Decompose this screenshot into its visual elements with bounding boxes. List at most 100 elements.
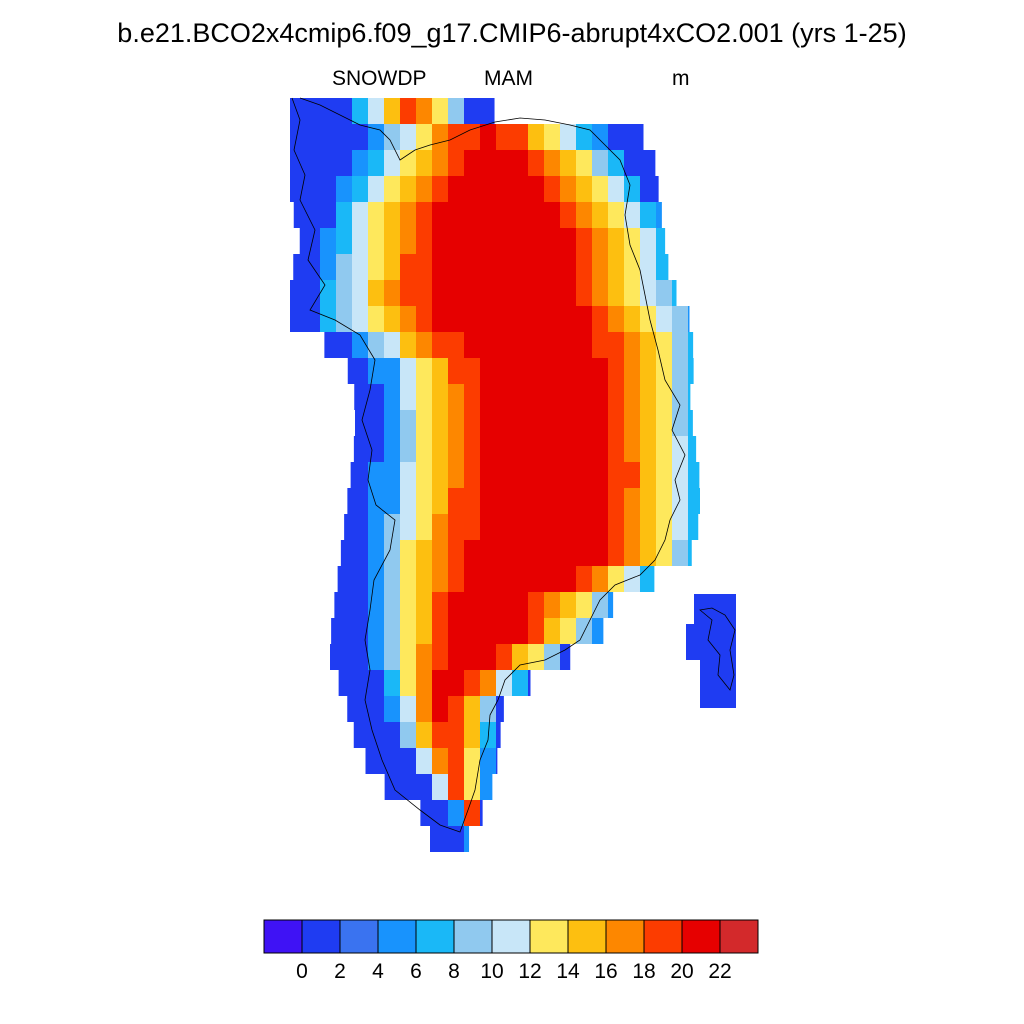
map-cell (336, 254, 352, 280)
map-cell (560, 332, 576, 358)
map-cell (672, 280, 677, 306)
map-cell (432, 358, 448, 384)
map-cell (416, 410, 432, 436)
map-cell (384, 618, 400, 644)
map-cell (344, 514, 352, 540)
map-cell (336, 618, 352, 644)
map-cell (384, 254, 400, 280)
map-cell (592, 280, 608, 306)
map-cell (464, 592, 480, 618)
map-cell (560, 280, 576, 306)
map-cell (496, 410, 512, 436)
map-cell (400, 722, 416, 748)
colorbar-box (643, 919, 683, 954)
map-cell (464, 384, 480, 410)
map-cell (672, 436, 688, 462)
map-cell (576, 592, 592, 618)
map-cell (432, 618, 448, 644)
map-cell (352, 696, 368, 722)
map-cell (608, 384, 624, 410)
map-cell (384, 540, 400, 566)
map-cell (365, 748, 368, 774)
map-cell (512, 358, 528, 384)
map-cell (368, 540, 384, 566)
map-cell (347, 488, 352, 514)
map-cell (480, 618, 496, 644)
map-cell (512, 384, 528, 410)
map-cell (512, 150, 528, 176)
map-cell (368, 696, 384, 722)
colorbar-box (491, 919, 531, 954)
map-cell (672, 384, 688, 410)
map-cell (480, 176, 496, 202)
map-cell (416, 670, 432, 696)
units-label: m (672, 67, 690, 90)
map-cell (352, 280, 368, 306)
map-cell (544, 540, 560, 566)
map-cell (368, 436, 384, 462)
map-cell (496, 566, 512, 592)
map-cell (544, 436, 560, 462)
map-cell (496, 124, 512, 150)
map-cell (592, 436, 608, 462)
map-cell (640, 514, 656, 540)
map-cell (464, 826, 470, 852)
map-cell (608, 124, 624, 150)
map-cell (464, 670, 480, 696)
map-cell (464, 540, 480, 566)
map-cell (512, 540, 528, 566)
map-cell (432, 436, 448, 462)
map-cell (528, 462, 544, 488)
map-cell (496, 540, 512, 566)
map-cell (293, 202, 304, 228)
map-cell (416, 332, 432, 358)
map-cell (304, 150, 320, 176)
map-cell (512, 618, 528, 644)
map-cell (416, 514, 432, 540)
map-cell (528, 618, 544, 644)
map-cell (560, 306, 576, 332)
map-cell (368, 150, 384, 176)
map-cell (336, 332, 352, 358)
map-cell (416, 722, 432, 748)
map-cell (416, 202, 432, 228)
map-cell (448, 748, 464, 774)
map-cell (528, 332, 544, 358)
map-cell (384, 228, 400, 254)
map-cell (480, 670, 496, 696)
map-cell (608, 332, 624, 358)
map-cell (480, 384, 496, 410)
map-cell (640, 358, 656, 384)
map-cell (686, 624, 736, 660)
map-cell (384, 98, 400, 124)
map-cell (480, 644, 496, 670)
map-cell (624, 566, 640, 592)
map-cell (608, 358, 624, 384)
map-cell (400, 202, 416, 228)
map-cell (416, 306, 432, 332)
map-cell (512, 436, 528, 462)
map-cell (640, 436, 656, 462)
map-cell (560, 462, 576, 488)
map-cell (656, 488, 672, 514)
map-cell (560, 254, 576, 280)
map-cell (384, 176, 400, 202)
map-cell (432, 592, 448, 618)
map-cell (656, 436, 672, 462)
map-cell (350, 462, 352, 488)
map-cell (448, 566, 464, 592)
map-cell (320, 176, 336, 202)
map-cell (448, 358, 464, 384)
map-cell (464, 150, 480, 176)
map-cell (416, 774, 432, 800)
map-cell (352, 618, 368, 644)
map-cell (480, 774, 493, 800)
map-cell (304, 228, 320, 254)
map-cell (416, 592, 432, 618)
map-cell (432, 774, 448, 800)
map-cell (432, 540, 448, 566)
map-cell (688, 514, 699, 540)
map-cell (592, 358, 608, 384)
map-cell (432, 228, 448, 254)
map-cell (400, 774, 416, 800)
